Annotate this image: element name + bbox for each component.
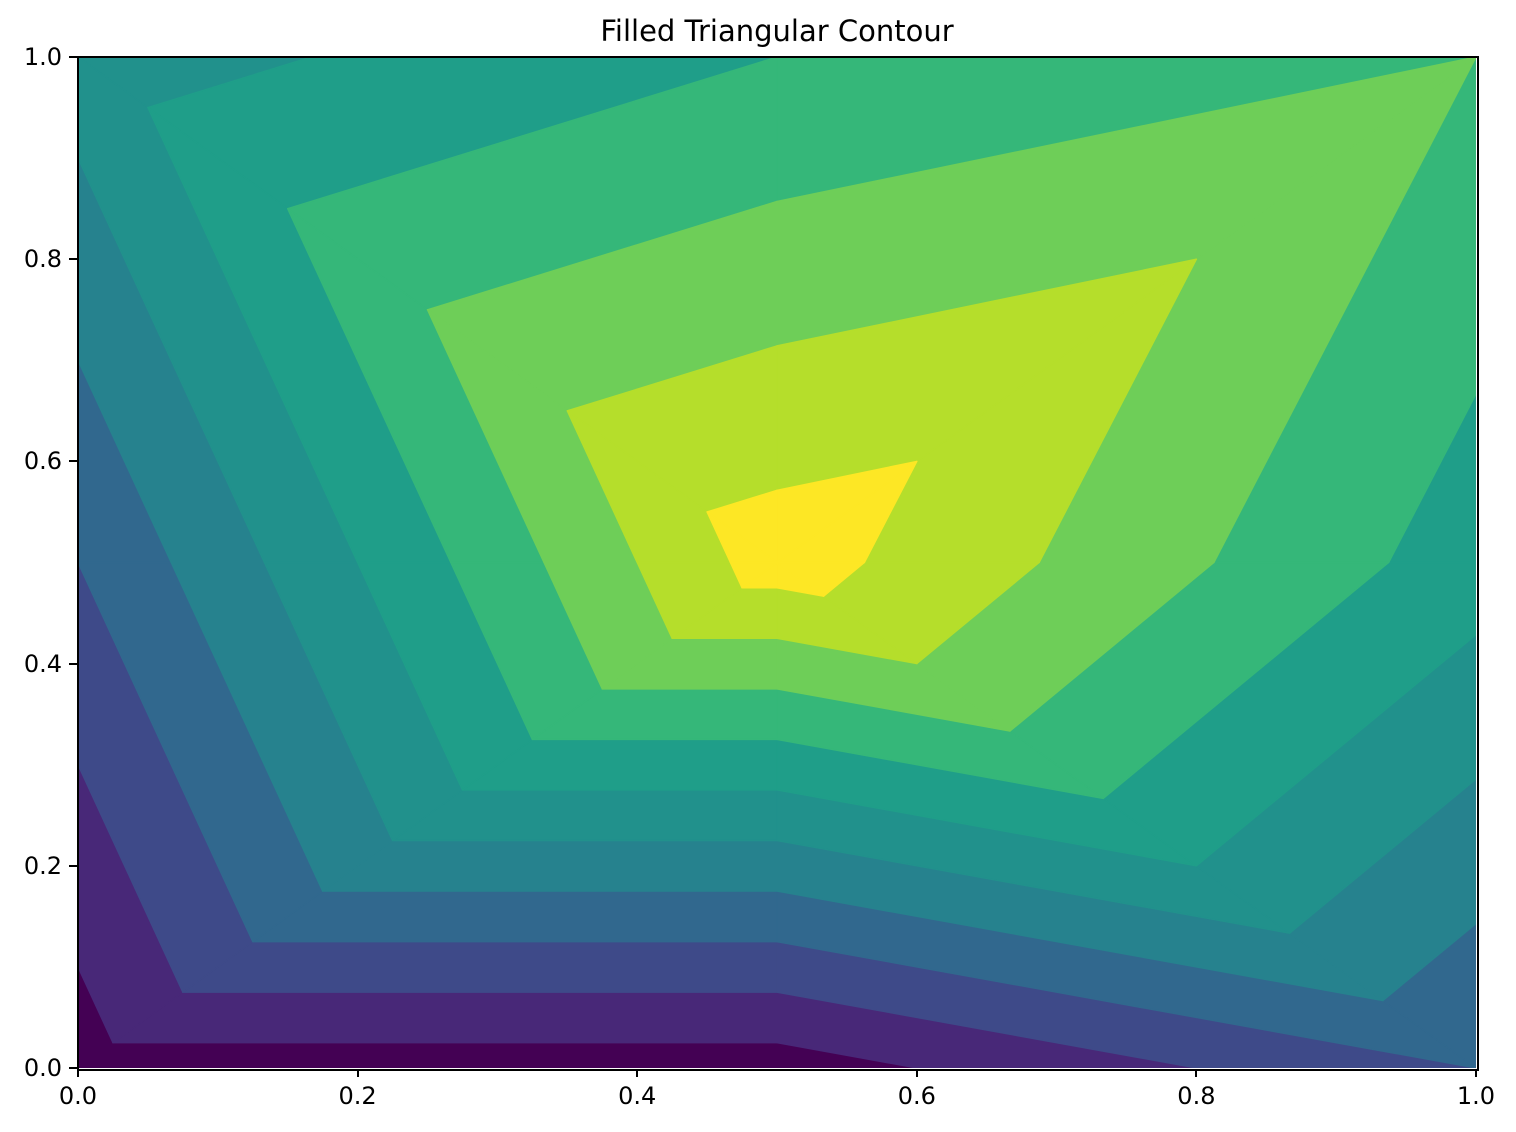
y-tick-label: 0.8 [23,245,62,274]
x-tick [77,1069,79,1077]
plot-title: Filled Triangular Contour [600,14,954,48]
x-tick [1475,1069,1477,1077]
y-tick [69,56,77,58]
contour-band [706,511,778,564]
x-tick [915,1069,918,1077]
x-tick-label: 0.0 [58,1082,98,1110]
x-tick-label: 0.2 [338,1082,377,1110]
contour-plot [78,57,1476,1068]
y-tick-label: 0.4 [23,649,62,678]
y-tick [69,460,77,463]
x-tick [1195,1069,1198,1077]
x-tick-label: 0.6 [897,1082,936,1110]
y-tick-label: 0.0 [23,1054,62,1082]
y-tick [69,258,77,261]
y-tick [69,864,77,867]
x-tick-label: 0.8 [1177,1082,1216,1110]
x-tick [356,1069,359,1077]
x-tick-label: 1.0 [1456,1082,1496,1110]
y-tick [69,1067,77,1069]
y-tick-label: 0.6 [23,447,62,476]
plot-area [77,56,1479,1071]
y-tick-label: 0.2 [23,851,62,880]
y-tick [69,662,77,665]
x-tick [636,1069,639,1077]
contour-band [566,410,778,564]
y-tick-label: 1.0 [23,43,62,71]
x-tick-label: 0.4 [618,1082,657,1110]
